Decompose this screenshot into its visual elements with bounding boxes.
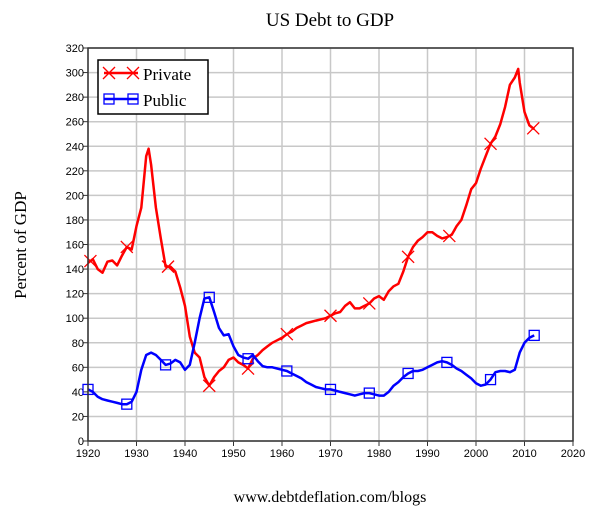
data-point-public [242,353,254,365]
data-point-public [484,373,497,386]
marker-stroke [526,121,540,135]
series-line-private [87,67,535,387]
data-point-public [441,356,453,369]
y-tick-label: 100 [66,313,84,325]
y-tick-label: 180 [66,215,84,227]
x-tick-label: 1970 [318,448,342,460]
data-point-public [363,387,375,399]
x-tick-label: 1930 [124,448,148,460]
y-tick-label: 260 [66,117,84,129]
marker-stroke [161,260,175,274]
y-tick-label: 240 [66,141,84,153]
legend: Private Public [97,59,209,115]
data-point-private [83,254,97,268]
marker-stroke [202,379,216,393]
y-tick-label: 60 [72,362,84,374]
x-tick-label: 1990 [415,448,439,460]
legend-box [97,59,209,115]
x-tick-label: 1920 [76,448,100,460]
marker-stroke [241,362,255,376]
marker-stroke [484,137,498,151]
marker-stroke [401,250,415,264]
tick-labels: 1920 1930 1940 1950 1960 1970 1980 1990 2000 2010… [66,43,586,460]
marker-stroke [102,66,116,80]
marker-stroke [324,309,337,323]
marker-stroke [362,296,376,310]
legend-label-public: Public [143,91,187,110]
data-point-public [203,291,215,303]
x-axis-label: www.debtdeflation.com/blogs [234,489,427,506]
data-point-private [161,260,175,274]
marker-stroke [442,229,456,243]
data-point-public [324,383,337,396]
data-point-private [526,121,540,135]
x-tick-label: 1980 [367,448,391,460]
data-point-private [442,229,456,243]
series-line-public [87,296,535,406]
x-tick-label: 1960 [270,448,294,460]
legend-label-private: Private [143,65,191,84]
chart-title: US Debt to GDP [266,10,394,31]
data-point-private [362,296,376,310]
plot-frame [87,47,574,442]
x-tick-label: 2000 [464,448,488,460]
data-point-private [401,250,415,264]
marker-stroke [83,254,97,268]
data-point-private [120,240,134,254]
legend-marker-private [126,66,140,80]
marker-stroke [126,66,140,80]
y-tick-label: 140 [66,264,84,276]
legend-marker-public [127,93,139,105]
y-tick-label: 160 [66,240,84,252]
data-point-public [281,365,293,377]
y-tick-label: 80 [72,338,84,350]
y-tick-label: 220 [66,166,84,178]
series-layer [82,67,540,410]
marker-stroke [280,327,294,341]
y-tick-label: 200 [66,190,84,202]
marker-stroke [120,240,134,254]
data-point-public [528,329,540,342]
y-tick-label: 300 [66,68,84,80]
x-tick-label: 1950 [221,448,245,460]
data-point-private [241,362,255,376]
data-point-public [121,398,133,410]
data-point-public [402,367,414,380]
data-point-private [202,379,216,393]
y-tick-label: 320 [66,43,84,55]
legend-marker-private [102,66,116,80]
data-point-private [324,309,337,323]
data-point-private [280,327,294,341]
y-tick-label: 20 [72,411,84,423]
data-point-private [484,137,498,151]
y-tick-label: 280 [66,92,84,104]
y-axis-label: Percent of GDP [11,191,30,299]
y-tick-label: 40 [72,387,84,399]
data-point-public [159,359,172,371]
y-tick-label: 120 [66,289,84,301]
legend-marker-public [103,93,115,105]
x-tick-label: 1940 [173,448,197,460]
y-tick-label: 0 [78,436,84,448]
x-tick-label: 2020 [561,448,585,460]
x-tick-label: 2010 [512,448,536,460]
